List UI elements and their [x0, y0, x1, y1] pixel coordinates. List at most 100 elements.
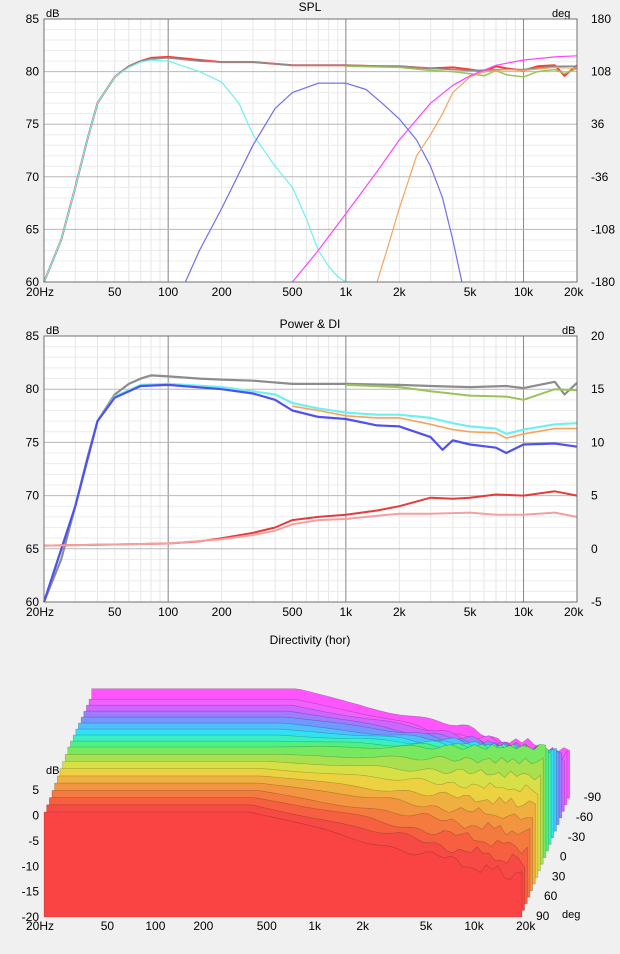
power-y-tick-label: 75 — [26, 435, 40, 449]
spl-y-ticks: 60 65 70 75 80 85 — [26, 12, 40, 289]
directivity-x-tick-label: 500 — [257, 919, 277, 933]
spl-x-tick-label: 200 — [212, 285, 232, 299]
power-x-tick-label: 20k — [564, 605, 584, 619]
power-di-chart: Power & DI dB dB 20Hz 50 100 200 500 1k 2k 5k 10… — [26, 317, 605, 619]
power-y2-tick-label: 5 — [591, 489, 598, 503]
spl-left-unit: dB — [46, 8, 59, 20]
power-y-tick-label: 65 — [26, 542, 40, 556]
power-y2-tick-label: -5 — [591, 595, 602, 609]
power-series — [42, 374, 578, 603]
directivity-y-tick-label: -10 — [22, 859, 40, 873]
power-x-tick-label: 500 — [282, 605, 302, 619]
spl-x-tick-label: 20k — [564, 285, 584, 299]
power-x-tick-label: 10k — [514, 605, 534, 619]
power-plot-frame — [43, 335, 578, 603]
spl-x-tick-label: 20Hz — [26, 285, 54, 299]
power-x-tick-label: 200 — [212, 605, 232, 619]
spl-y2-tick-label: 108 — [591, 65, 611, 79]
power-y2-tick-label: 15 — [591, 382, 605, 396]
spl-y2-tick-label: 180 — [591, 12, 611, 26]
directivity-x-tick-label: 1k — [308, 919, 322, 933]
power-y-tick-label: 60 — [26, 595, 40, 609]
spl-series-phase — [291, 55, 578, 283]
directivity-plot-area[interactable] — [43, 688, 570, 918]
directivity-x-tick-label: 5k — [420, 919, 434, 933]
spl-y-tick-label: 85 — [26, 12, 40, 26]
directivity-y-ticks: 5 0 -5 -10 -15 -20 — [22, 783, 40, 924]
power-y2-tick-label: 20 — [591, 329, 605, 343]
spl-y2-ticks: -180 -108 -36 36 108 180 — [591, 12, 615, 289]
spl-series-mid — [184, 82, 463, 283]
power-x-tick-label: 1k — [340, 605, 354, 619]
spl-x-tick-label: 100 — [158, 285, 178, 299]
directivity-x-ticks: 20Hz 50 100 200 500 1k 2k 5k 10k 20k — [26, 919, 536, 933]
spl-right-unit: deg — [552, 8, 570, 20]
directivity-y-tick-label: 0 — [32, 809, 39, 823]
spl-plot-bg — [44, 19, 577, 282]
spl-series-woofer — [43, 59, 347, 283]
spl-series — [43, 55, 578, 283]
power-x-ticks: 20Hz 50 100 200 500 1k 2k 5k 10k 20k — [26, 605, 584, 619]
directivity-x-tick-label: 20Hz — [26, 919, 54, 933]
power-plot-bg — [44, 336, 577, 602]
power-grid — [44, 336, 577, 602]
directivity-title: Directivity (hor) — [270, 633, 351, 647]
directivity-unit: dB — [46, 765, 59, 777]
spl-y-tick-label: 70 — [26, 170, 40, 184]
power-y2-tick-label: 0 — [591, 542, 598, 556]
power-plot-area[interactable] — [42, 335, 578, 603]
power-y2-tick-label: 10 — [591, 435, 605, 449]
directivity-y-tick-label: -15 — [22, 885, 40, 899]
directivity-angle-ticks: -90 -60 -300 30 60 90 — [536, 790, 601, 923]
power-x-tick-label: 50 — [108, 605, 122, 619]
directivity-y-tick-label: 5 — [32, 783, 39, 797]
power-series-sound-power — [42, 383, 578, 603]
directivity-angle-tick-label: 90 — [536, 909, 550, 923]
spl-y-tick-label: 75 — [26, 117, 40, 131]
spl-x-tick-label: 500 — [282, 285, 302, 299]
power-y-tick-label: 85 — [26, 329, 40, 343]
spl-title: SPL — [299, 0, 322, 14]
spl-plot-frame — [43, 18, 578, 283]
directivity-x-tick-label: 20k — [516, 919, 536, 933]
spl-plot-area[interactable] — [43, 18, 578, 283]
spl-x-tick-label: 5k — [464, 285, 478, 299]
power-left-unit: dB — [46, 325, 59, 337]
spl-y-tick-label: 80 — [26, 65, 40, 79]
power-title: Power & DI — [280, 317, 341, 331]
power-x-tick-label: 5k — [464, 605, 478, 619]
spl-y-tick-label: 60 — [26, 275, 40, 289]
directivity-x-tick-label: 100 — [145, 919, 165, 933]
directivity-angle-tick-label: 30 — [552, 869, 566, 883]
spl-x-tick-label: 10k — [514, 285, 534, 299]
directivity-angle-unit: deg — [562, 909, 580, 921]
power-y-ticks: 60 65 70 75 80 85 — [26, 329, 40, 609]
directivity-angle-tick-label: -60 — [576, 810, 594, 824]
spl-series-tweeter — [376, 66, 578, 283]
spl-y2-tick-label: -108 — [591, 222, 615, 236]
spl-x-ticks: 20Hz 50 100 200 500 1k 2k 5k 10k 20k — [26, 285, 584, 299]
directivity-slice — [43, 811, 523, 918]
directivity-x-tick-label: 2k — [356, 919, 370, 933]
power-y-tick-label: 80 — [26, 382, 40, 396]
power-series-listening-window — [345, 383, 578, 401]
power-series-early-reflections-orange — [292, 405, 577, 439]
directivity-angle-tick-label: 0 — [560, 850, 567, 864]
directivity-y-tick-label: -5 — [28, 834, 39, 848]
directivity-y-tick-label: -20 — [22, 910, 40, 924]
power-series-early-reflections-di — [43, 511, 578, 547]
power-x-tick-label: 20Hz — [26, 605, 54, 619]
power-x-tick-label: 100 — [158, 605, 178, 619]
spl-chart: SPL dB deg 20Hz 50 100 200 500 1k 2k 5k 10k 20k 6… — [26, 0, 616, 299]
power-y2-ticks: -5 0 5 10 15 20 — [591, 329, 605, 609]
spl-x-tick-label: 2k — [393, 285, 407, 299]
directivity-slices — [43, 688, 570, 918]
directivity-x-tick-label: 200 — [193, 919, 213, 933]
power-x-tick-label: 2k — [393, 605, 407, 619]
spl-y2-tick-label: 36 — [591, 117, 605, 131]
power-right-unit: dB — [562, 325, 575, 337]
spl-y2-tick-label: -180 — [591, 275, 615, 289]
power-y-tick-label: 70 — [26, 489, 40, 503]
spl-grid — [44, 19, 577, 282]
directivity-angle-tick-label: 60 — [544, 889, 558, 903]
